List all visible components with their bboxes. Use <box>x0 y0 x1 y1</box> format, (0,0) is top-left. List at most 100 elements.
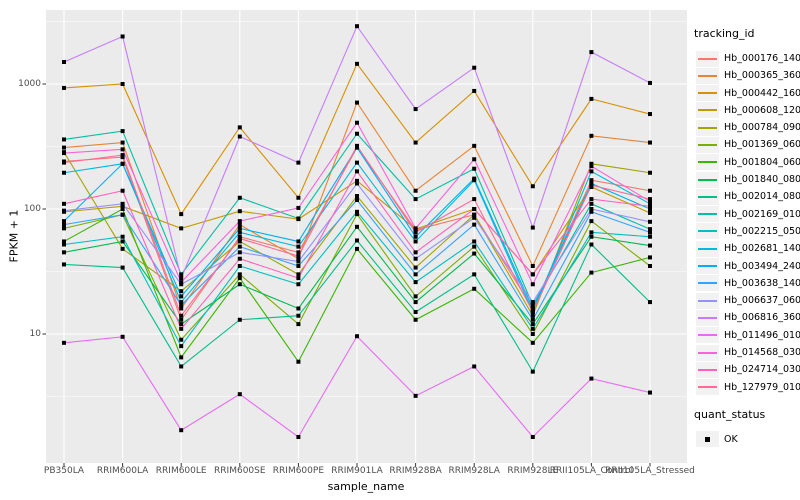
data-point <box>179 364 184 369</box>
data-point <box>296 263 301 268</box>
legend-item: Hb_000784_090 <box>692 119 800 136</box>
data-point <box>648 243 652 248</box>
data-point <box>472 176 477 181</box>
data-point <box>355 178 359 183</box>
data-point <box>62 222 66 227</box>
data-point <box>530 326 535 331</box>
series-color-line-icon <box>698 109 717 112</box>
data-point <box>413 226 418 231</box>
legend-color-swatch <box>696 67 719 84</box>
data-point <box>355 246 359 251</box>
data-point <box>237 282 242 287</box>
legend-color-swatch <box>696 154 719 171</box>
data-point <box>62 219 66 224</box>
y-tick-label: 100 <box>23 203 41 214</box>
data-point <box>179 428 184 433</box>
data-point <box>296 254 301 259</box>
legend-color-swatch <box>696 206 719 223</box>
legend-item-label: Hb_011496_010 <box>724 329 800 341</box>
legend-color-swatch <box>696 136 719 153</box>
data-point <box>472 166 477 171</box>
legend-item: Hb_001369_060 <box>692 136 800 153</box>
legend-color-swatch <box>696 188 719 205</box>
data-point <box>589 207 594 211</box>
data-point <box>413 250 418 255</box>
data-point <box>472 272 477 277</box>
x-tick-label: RRIM928LE <box>507 466 559 476</box>
legend-item: Hb_000365_360 <box>692 67 800 84</box>
data-point <box>648 210 652 215</box>
data-point <box>237 219 242 224</box>
data-point <box>296 256 301 261</box>
legend-item-label: Hb_002169_010 <box>724 208 800 220</box>
data-point <box>296 160 301 165</box>
black-square-point-icon <box>705 436 710 442</box>
data-point <box>120 212 125 217</box>
series-color-line-icon <box>698 247 717 250</box>
data-point <box>296 239 301 244</box>
data-point <box>648 300 652 305</box>
data-point <box>296 205 301 210</box>
legend-item-label: Hb_001804_060 <box>724 156 800 168</box>
legend-color-swatch <box>696 171 719 188</box>
data-point <box>62 340 66 345</box>
data-point <box>179 303 184 308</box>
data-point <box>472 88 477 93</box>
x-tick-label: RRII105LA_Stressed <box>605 466 695 476</box>
legend-color-swatch <box>696 292 719 309</box>
x-tick-label: RRIM600PE <box>272 466 324 476</box>
data-point <box>179 276 184 281</box>
x-tick-label: RRIM600SE <box>214 466 266 476</box>
series-color-line-icon <box>698 195 717 198</box>
series-color-line-icon <box>698 316 717 319</box>
y-tick-label: 1000 <box>18 78 41 89</box>
legend-item-label: Hb_002215_050 <box>724 225 800 237</box>
ok-point-swatch <box>696 431 719 448</box>
legend-title-tracking-id: tracking_id <box>694 27 755 40</box>
x-tick-label: RRIM600LA <box>96 466 149 476</box>
data-point <box>120 34 125 39</box>
legend-item-label: OK <box>724 433 738 445</box>
legend-item: Hb_002169_010 <box>692 206 800 223</box>
data-point <box>120 129 125 134</box>
series-color-line-icon <box>698 386 717 389</box>
data-point <box>179 306 184 311</box>
data-point <box>237 317 242 322</box>
legend-item: Hb_006637_060 <box>692 292 800 309</box>
legend-color-swatch <box>696 379 719 396</box>
data-point <box>530 306 535 311</box>
data-point <box>589 209 594 214</box>
legend: tracking_id Hb_000176_140 Hb_000365_360 Hb… <box>692 27 800 448</box>
legend-color-swatch <box>696 50 719 67</box>
data-point <box>530 434 535 439</box>
data-point <box>589 270 594 275</box>
legend-color-swatch <box>696 240 719 257</box>
series-color-line-icon <box>698 368 717 371</box>
data-point <box>179 272 184 277</box>
x-tick-label: RRIM928LA <box>448 466 500 476</box>
series-color-line-icon <box>698 299 717 302</box>
data-point <box>472 143 477 148</box>
legend-item-label: Hb_127979_010 <box>724 381 800 393</box>
data-point <box>355 169 359 174</box>
data-point <box>530 272 535 277</box>
data-point <box>530 332 535 336</box>
data-point <box>413 309 418 314</box>
data-point <box>413 280 418 285</box>
legend-item-label: Hb_000176_140 <box>724 53 800 64</box>
legend-item: Hb_006816_360 <box>692 309 800 326</box>
data-point <box>120 239 125 244</box>
data-point <box>355 224 359 229</box>
data-point <box>589 219 594 224</box>
data-point <box>530 309 535 314</box>
data-point <box>355 209 359 214</box>
data-point <box>648 188 652 193</box>
data-point <box>62 208 66 213</box>
data-point <box>648 140 652 145</box>
data-point <box>237 134 242 139</box>
data-point <box>237 125 242 130</box>
legend-item-label: Hb_003638_140 <box>724 277 800 289</box>
data-point <box>472 212 477 217</box>
data-point <box>179 280 184 285</box>
